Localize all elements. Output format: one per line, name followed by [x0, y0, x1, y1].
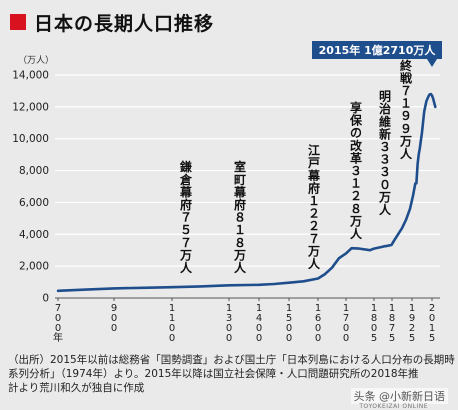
footnote-line-1: （出所）2015年以前は総務省「国勢調査」および国土庁「日本列島における人口分布…	[8, 354, 455, 366]
watermark: 头条 @小新新日语	[350, 388, 448, 404]
callout-label: 2015年 1億2710万人	[319, 43, 437, 57]
annotation-label-2: 江戸幕府１２２７万人	[307, 143, 321, 271]
y-tick-label: 14,000	[12, 70, 49, 82]
series-line-0	[56, 92, 437, 293]
chart-title-text: 日本の長期人口推移	[34, 12, 215, 35]
footnote-line-2: 系列分析」（1974年）より。2015年以降は国立社会保障・人口問題研究所の20…	[8, 368, 419, 380]
y-tick-label: 6,000	[19, 197, 49, 209]
annotation-label-0: 鎌倉幕府７５７万人	[179, 159, 193, 275]
y-tick-label: 4,000	[19, 229, 49, 241]
y-unit-label: （万人）	[18, 55, 54, 66]
source-footnote: （出所）2015年以前は総務省「国勢調査」および国土庁「日本列島における人口分布…	[8, 353, 455, 395]
annotation-label-3: 享保の改革３１２８万人	[349, 100, 363, 241]
annotation-label-4: 明治維新３３３０万人	[378, 90, 392, 217]
callout-box	[312, 41, 442, 59]
annotation-label-5: 終戦７１９９万人	[399, 58, 413, 161]
y-tick-label: 10,000	[12, 133, 49, 145]
y-tick-label: 2,000	[19, 261, 49, 273]
callout-pointer	[427, 59, 437, 67]
annotation-label-1: 室町幕府８１８万人	[233, 159, 247, 275]
footnote-line-3: 計より荒川和久が独自に作成	[8, 382, 145, 394]
population-line-chart: （万人） 0 2,000 4,000 6,000 8,000 10,000 12,000 14,…	[12, 41, 442, 344]
title-marker-icon	[10, 14, 26, 30]
watermark-sub: TOYOKEIZAI ONLINE	[359, 403, 428, 410]
chart-title: 日本の長期人口推移	[10, 8, 214, 36]
y-tick-label: 0	[42, 293, 49, 305]
y-tick-label: 8,000	[19, 165, 49, 177]
y-tick-label: 12,000	[12, 101, 49, 113]
